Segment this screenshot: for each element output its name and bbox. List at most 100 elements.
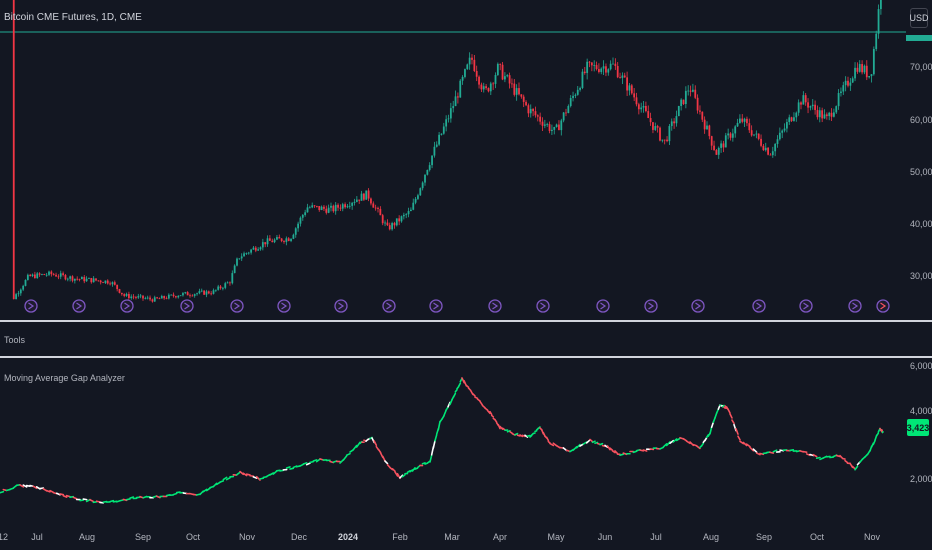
indicator-line-segment (235, 471, 241, 476)
candle-body (821, 110, 824, 119)
candle-body (586, 61, 589, 73)
event-marker-icon[interactable] (24, 299, 38, 313)
candle-body (292, 234, 295, 239)
candle-body (814, 104, 816, 111)
candle-body (431, 155, 433, 166)
candle-body (193, 294, 196, 296)
candle-body (191, 295, 194, 297)
candle-body (717, 147, 720, 155)
indicator-line-segment (851, 465, 856, 470)
indicator-line-segment (727, 408, 731, 414)
indicator-line-segment (675, 437, 681, 442)
event-marker-icon[interactable] (277, 299, 291, 313)
event-marker-icon[interactable] (334, 299, 348, 313)
indicator-line-segment (441, 414, 445, 420)
candle-body (588, 61, 591, 63)
candle-body (790, 117, 793, 121)
candle-body (593, 65, 596, 66)
indicator-line-segment (302, 462, 308, 465)
candle-body (165, 298, 168, 300)
event-marker-icon[interactable] (429, 299, 443, 313)
candle-body (440, 133, 443, 135)
event-marker-icon[interactable] (799, 299, 813, 313)
candle-body (492, 83, 495, 85)
candle-body (466, 64, 469, 70)
pane-separator[interactable] (0, 356, 932, 358)
candle-body (445, 119, 448, 127)
candle-body (57, 276, 60, 278)
time-axis-label: 2024 (337, 532, 359, 542)
candle-body (250, 249, 252, 253)
indicator-line-segment (519, 434, 524, 438)
currency-button[interactable]: USD (910, 8, 929, 28)
indicator-line-segment (443, 409, 447, 417)
candle-body (786, 122, 788, 129)
candle-body (435, 144, 438, 147)
candle-body (243, 253, 245, 257)
indicator-line-segment (534, 430, 538, 433)
candle-body (633, 93, 636, 98)
candle-body (160, 295, 163, 299)
event-marker-icon[interactable] (876, 299, 890, 313)
candle-body (226, 282, 229, 284)
time-axis-label: Aug (78, 532, 96, 542)
event-marker-icon[interactable] (230, 299, 244, 313)
event-marker-icon[interactable] (644, 299, 658, 313)
candle-body (494, 75, 497, 84)
event-marker-icon[interactable] (488, 299, 502, 313)
candle-body (363, 193, 365, 200)
candle-body (377, 207, 379, 209)
candle-body (245, 253, 248, 254)
event-marker-icon[interactable] (848, 299, 862, 313)
indicator-line-segment (769, 451, 775, 454)
candle-body (518, 88, 520, 95)
candle-body (137, 296, 140, 298)
candle-body (696, 97, 699, 111)
candle-body (706, 125, 708, 130)
indicator-line-segment (352, 444, 358, 451)
indicator-line-segment (604, 444, 609, 449)
candle-body (360, 193, 363, 201)
candle-body (280, 238, 283, 242)
indicator-line-segment (382, 455, 386, 462)
event-marker-icon[interactable] (180, 299, 194, 313)
candle-body (62, 273, 64, 275)
candle-body (97, 280, 100, 282)
indicator-line-segment (377, 448, 382, 454)
event-marker-icon[interactable] (382, 299, 396, 313)
event-marker-icon[interactable] (596, 299, 610, 313)
indicator-line-segment (242, 472, 248, 477)
candle-body (92, 278, 95, 283)
event-marker-icon[interactable] (72, 299, 86, 313)
candle-body (703, 119, 706, 130)
event-marker-icon[interactable] (536, 299, 550, 313)
indicator-line-segment (245, 473, 251, 476)
indicator-line-segment (575, 443, 581, 449)
candle-body (410, 209, 412, 212)
indicator-line-segment (731, 419, 735, 425)
candle-body (330, 205, 332, 208)
time-axis-label: Nov (863, 532, 881, 542)
event-marker-icon[interactable] (752, 299, 766, 313)
candle-body (713, 145, 715, 151)
candle-body (278, 237, 281, 239)
indicator-line-segment (632, 450, 638, 454)
candle-body (605, 66, 607, 73)
indicator-line-segment (742, 441, 748, 447)
indicator-line-segment (723, 406, 727, 409)
candle-body (139, 295, 142, 297)
indicator-line-segment (219, 480, 225, 483)
event-marker-icon[interactable] (691, 299, 705, 313)
event-marker-icon[interactable] (120, 299, 134, 313)
candle-body (614, 63, 617, 66)
pane-separator[interactable] (0, 320, 932, 322)
candle-body (17, 293, 20, 295)
indicator-axis-label: 2,000 (910, 474, 932, 484)
candle-body (750, 130, 753, 136)
indicator-axis-label: 4,000 (910, 406, 932, 416)
indicator-line-segment (712, 417, 716, 424)
candle-body (341, 204, 344, 209)
indicator-line-segment (19, 484, 25, 488)
indicator-line-segment (175, 491, 181, 494)
